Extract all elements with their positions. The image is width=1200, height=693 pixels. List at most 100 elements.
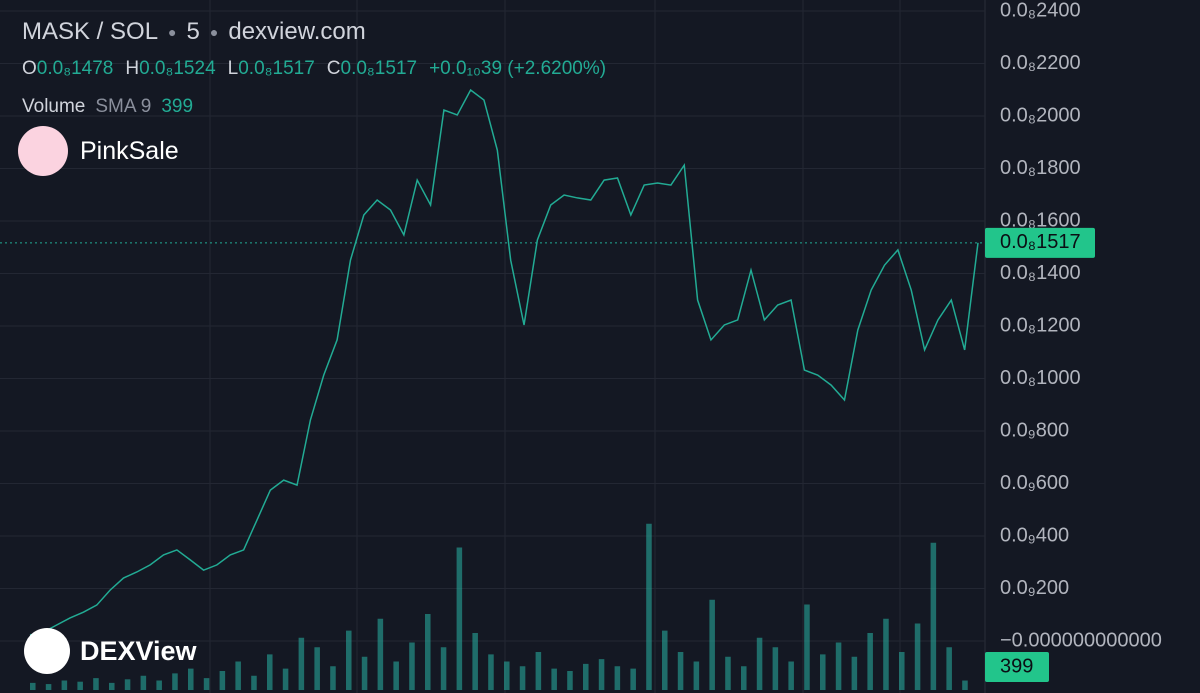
volume-bar	[203, 678, 210, 690]
y-tick-label: 0.0₉800	[1000, 419, 1069, 441]
volume-bar	[693, 661, 700, 690]
volume-bar	[109, 682, 115, 690]
volume-bar	[456, 547, 463, 690]
price-line	[29, 88, 979, 636]
separator: ●	[168, 24, 177, 40]
header: MASK / SOL ● 5 ● dexview.com	[22, 18, 366, 46]
volume-bar	[741, 666, 747, 690]
ohlc-row: O0.0₈1478 H0.0₈1524 L0.0₈1517 C0.0₈1517 +0.0…	[22, 58, 606, 80]
pinksale-icon	[18, 126, 68, 176]
y-tick-label: 0.0₈1200	[1000, 314, 1081, 336]
volume-bar	[709, 599, 715, 690]
ohlc-value: 0.0₈1517	[340, 58, 418, 79]
volume-bar	[77, 681, 83, 690]
volume-bar	[235, 661, 241, 690]
volume-bar	[188, 668, 194, 690]
pinksale-text: PinkSale	[80, 136, 179, 165]
y-tick-label: 0.0₈2000	[1000, 104, 1081, 126]
separator: ●	[209, 24, 219, 40]
interval: 5	[186, 18, 200, 45]
volume-bar	[267, 654, 273, 690]
volume-bar	[30, 682, 36, 690]
ohlc-value: 0.0₈1524	[139, 58, 216, 79]
y-tick-label: 0.0₈1400	[1000, 262, 1081, 284]
volume-bar	[361, 656, 368, 690]
volume-tag-label: 399	[1000, 655, 1033, 677]
volume-bar	[314, 647, 320, 690]
volume-bar	[504, 661, 510, 690]
volume-tag	[985, 652, 1049, 682]
volume-bar	[899, 652, 905, 690]
y-tick-label: 0.0₈2400	[1000, 0, 1081, 21]
y-tick-label: −0.000000000000	[1000, 629, 1162, 651]
volume-bar	[662, 630, 668, 690]
y-tick-label: 0.0₉400	[1000, 524, 1069, 546]
volume-bar	[219, 671, 226, 690]
volume-bar	[330, 666, 336, 690]
price-change: +0.0₁₀39 (+2.6200%)	[429, 58, 607, 79]
volume-bar	[298, 637, 305, 690]
volume-bar	[788, 661, 794, 690]
volume-bar	[346, 630, 352, 690]
volume-bar	[567, 671, 573, 690]
volume-bar	[140, 675, 147, 690]
volume-bar	[472, 633, 478, 690]
volume-bar	[630, 668, 636, 690]
volume-bar	[377, 618, 384, 690]
ohlc-item: C0.0₈1517	[327, 58, 417, 80]
volume-bar	[867, 633, 873, 690]
volume-bar	[45, 684, 52, 690]
volume-bar	[519, 666, 526, 690]
volume-bar	[583, 663, 589, 690]
volume-bar	[835, 642, 842, 690]
volume-bar	[756, 637, 763, 690]
volume-bar	[535, 652, 542, 690]
last-price-tag	[985, 227, 1095, 258]
volume-bar	[488, 654, 494, 690]
ohlc-key: H	[125, 58, 140, 79]
volume-bar	[551, 668, 557, 690]
ohlc-key: O	[22, 58, 37, 79]
site: dexview.com	[228, 18, 366, 45]
volume-bar	[725, 656, 731, 690]
y-tick-label: 0.0₈1600	[1000, 209, 1081, 231]
volume-bar	[614, 666, 621, 690]
volume-bar	[93, 678, 99, 690]
volume-bar	[124, 679, 131, 690]
volume-bar	[598, 659, 605, 690]
dexview-logo: DEXView	[24, 628, 197, 674]
ohlc-value: 0.0₈1517	[238, 58, 315, 79]
volume-bar	[282, 668, 289, 690]
volume-bar	[914, 623, 921, 690]
last-price-label: 0.0₈1517	[1000, 231, 1081, 253]
volume-bar	[646, 523, 652, 690]
y-tick-label: 0.0₈1800	[1000, 157, 1081, 179]
y-tick-label: 0.0₈2200	[1000, 52, 1081, 74]
volume-bar	[820, 654, 826, 690]
volume-name: Volume	[22, 96, 86, 117]
ohlc-item: L0.0₈1517	[228, 58, 315, 80]
volume-value: 399	[161, 96, 194, 117]
volume-bar	[804, 604, 810, 690]
ohlc-item: H0.0₈1524	[125, 58, 215, 80]
volume-bar	[946, 647, 952, 690]
volume-legend: Volume SMA 9 399	[22, 96, 193, 118]
pinksale-logo: PinkSale	[18, 126, 179, 176]
ohlc-key: L	[227, 58, 239, 79]
y-tick-label: 0.0₉600	[1000, 472, 1069, 494]
volume-bar	[156, 680, 162, 690]
volume-bar	[962, 680, 968, 690]
y-tick-label: 0.0₉200	[1000, 577, 1069, 599]
dexview-icon	[24, 628, 70, 674]
volume-bar	[883, 618, 889, 690]
volume-bar	[851, 656, 858, 690]
pair: MASK / SOL	[22, 18, 159, 45]
volume-indicator: SMA 9	[95, 96, 152, 117]
volume-bar	[172, 673, 178, 690]
volume-bar	[772, 647, 779, 690]
volume-bar	[61, 680, 68, 690]
volume-bar	[251, 675, 257, 690]
volume-bar	[677, 652, 684, 690]
dexview-text: DEXView	[80, 635, 197, 666]
